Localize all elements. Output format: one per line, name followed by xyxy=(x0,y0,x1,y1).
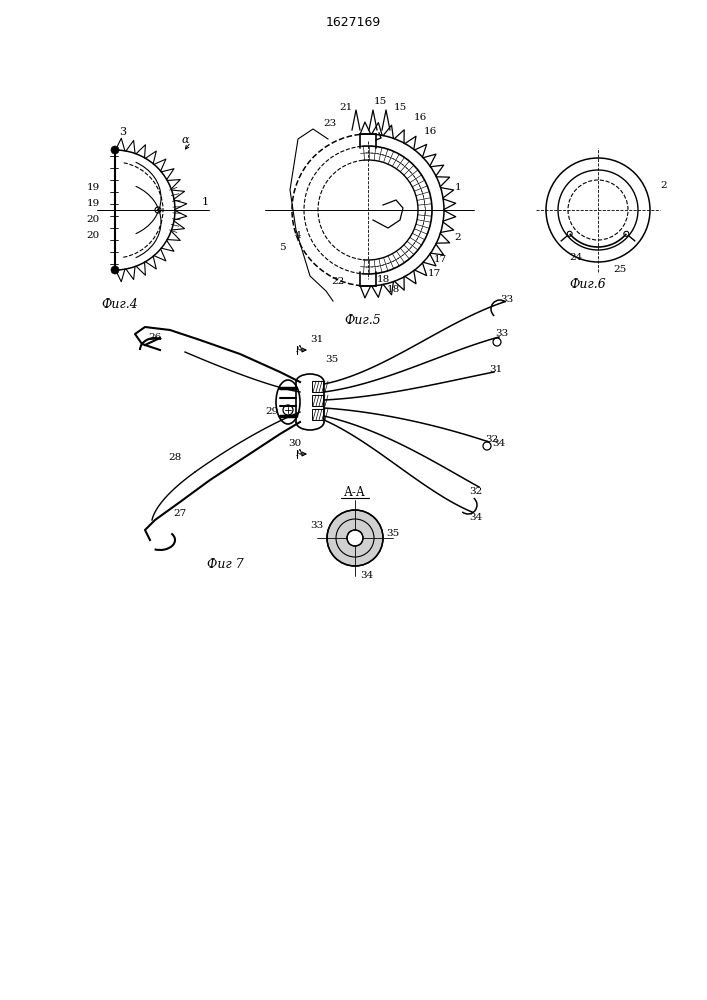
Text: 20: 20 xyxy=(86,216,100,225)
Text: 15: 15 xyxy=(393,104,407,112)
Text: 2: 2 xyxy=(660,180,667,190)
Text: α: α xyxy=(181,135,189,145)
Text: 34: 34 xyxy=(361,572,373,580)
Circle shape xyxy=(157,209,159,211)
Text: 16: 16 xyxy=(414,112,426,121)
Text: Фиг.5: Фиг.5 xyxy=(344,314,381,326)
Text: 1: 1 xyxy=(455,184,461,192)
Text: 27: 27 xyxy=(173,510,187,518)
Text: 25: 25 xyxy=(614,265,626,274)
Text: 34: 34 xyxy=(469,512,483,522)
Text: 32: 32 xyxy=(469,488,483,496)
Text: 1627169: 1627169 xyxy=(325,15,380,28)
Text: 3: 3 xyxy=(119,127,127,137)
Circle shape xyxy=(111,266,119,274)
Text: 19: 19 xyxy=(86,184,100,192)
Text: 30: 30 xyxy=(288,440,302,448)
Text: 31: 31 xyxy=(310,336,324,344)
Text: Фиг 7: Фиг 7 xyxy=(206,558,243,572)
Text: 32: 32 xyxy=(486,436,498,444)
Text: 17: 17 xyxy=(427,269,440,278)
Bar xyxy=(312,381,323,392)
Text: 35: 35 xyxy=(325,356,339,364)
Text: А: А xyxy=(296,346,304,355)
Text: 24: 24 xyxy=(569,252,583,261)
Text: 33: 33 xyxy=(496,330,508,338)
Text: 15: 15 xyxy=(373,98,387,106)
Text: 1: 1 xyxy=(201,197,209,207)
Bar xyxy=(312,395,323,406)
Text: 33: 33 xyxy=(501,294,513,304)
Text: 17: 17 xyxy=(433,255,447,264)
Text: 31: 31 xyxy=(489,365,503,374)
Text: 5: 5 xyxy=(279,243,286,252)
Text: 28: 28 xyxy=(168,452,182,462)
Text: 33: 33 xyxy=(310,522,324,530)
Text: 21: 21 xyxy=(339,103,353,111)
Text: 34: 34 xyxy=(492,440,506,448)
Text: 4: 4 xyxy=(295,231,301,239)
Text: 16: 16 xyxy=(423,127,437,136)
Text: 20: 20 xyxy=(86,232,100,240)
Text: 19: 19 xyxy=(86,200,100,209)
Text: Фиг.6: Фиг.6 xyxy=(570,277,607,290)
Bar xyxy=(312,409,323,420)
Text: А: А xyxy=(296,450,304,458)
Text: 29: 29 xyxy=(265,408,279,416)
Text: Фиг.4: Фиг.4 xyxy=(102,298,139,310)
Circle shape xyxy=(327,510,383,566)
Text: А-А: А-А xyxy=(344,486,366,498)
Text: 26: 26 xyxy=(148,332,162,342)
Text: 35: 35 xyxy=(386,528,399,538)
Circle shape xyxy=(111,146,119,154)
Circle shape xyxy=(347,530,363,546)
Text: 2: 2 xyxy=(455,233,461,242)
Text: 23: 23 xyxy=(323,119,337,128)
Text: 22: 22 xyxy=(332,277,344,286)
Text: 18: 18 xyxy=(376,274,390,284)
Text: 18: 18 xyxy=(386,286,399,294)
